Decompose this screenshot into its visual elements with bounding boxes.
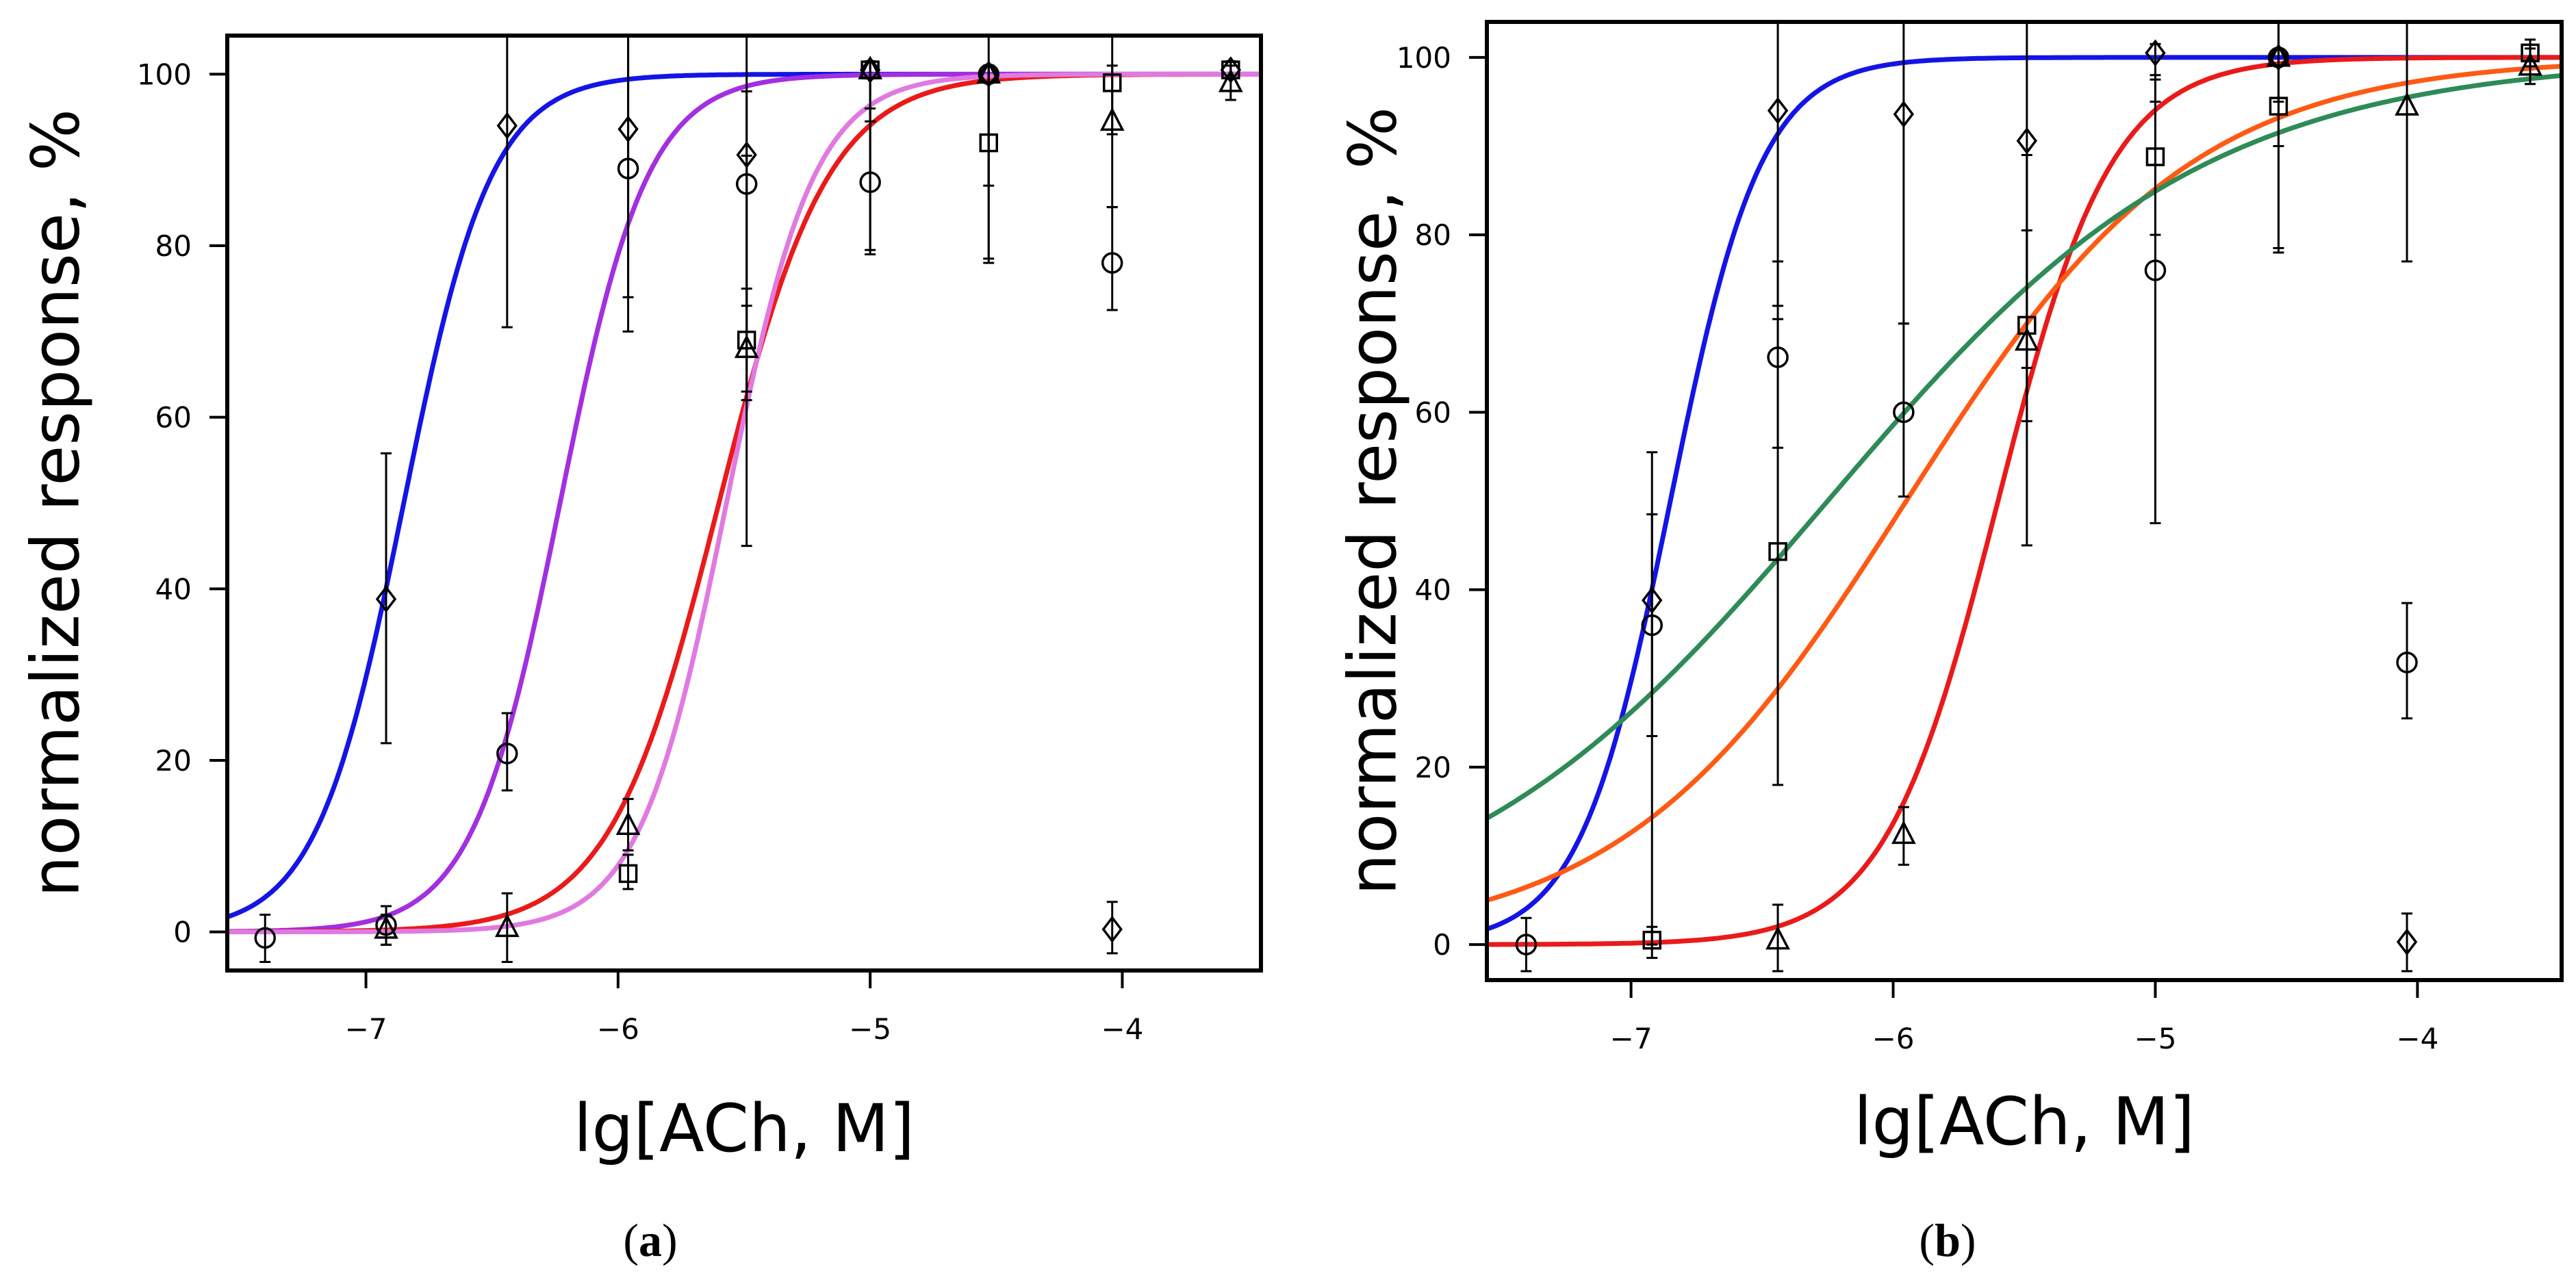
panel-b-fit-curve-orange — [1485, 64, 2562, 903]
panel-b-points — [1515, 21, 2542, 973]
panel-b-x-tick-label: −7 — [1610, 1022, 1653, 1055]
panel-a-label-letter: a — [639, 1214, 662, 1266]
chart-panel-b: −7 −6 −5 −4 0 20 40 60 80 100 lg[ACh, M] normaliz… — [1334, 20, 2564, 1266]
panel-b-y-tick-label: 80 — [1415, 218, 1451, 252]
panel-a-point-violet — [979, 133, 998, 153]
panel-a-plot-frame — [225, 34, 1263, 973]
panel-a-fit-curve-purple — [227, 71, 1261, 934]
panel-b-fit-curve-green — [1485, 73, 2562, 821]
panel-b-point-red — [1765, 925, 1790, 950]
panel-b-x-tick-label: −5 — [2134, 1022, 2177, 1055]
panel-a-x-tick-label: −7 — [345, 1012, 387, 1046]
panel-b-y-tick-label: 100 — [1397, 41, 1451, 75]
panel-b-point-blue — [1767, 97, 1789, 125]
panel-b-point-red — [2395, 92, 2419, 116]
panel-b-point-green — [1767, 346, 1789, 368]
panel-b-label-close: ) — [1961, 1214, 1976, 1266]
panel-a-point-blue — [375, 585, 397, 613]
panel-a-y-tick-label: 60 — [155, 401, 192, 435]
panel-b-label-letter: b — [1935, 1214, 1961, 1266]
panel-b-point-green — [2144, 259, 2167, 281]
panel-a-x-tick-label: −6 — [597, 1012, 639, 1046]
panel-a-y-tick-label: 20 — [155, 744, 192, 777]
panel-b-point-green — [1515, 934, 1538, 955]
panel-b-x-axis-label: lg[ACh, M] — [1854, 1083, 2195, 1160]
panel-a-point-red — [494, 913, 520, 938]
panel-b-y-tick-label: 20 — [1415, 751, 1451, 784]
panel-b-point-red — [2518, 52, 2542, 76]
panel-a-point-red — [1218, 68, 1243, 92]
panel-a-x-axis-label: lg[ACh, M] — [574, 1090, 915, 1167]
panel-a-curves — [226, 71, 1261, 935]
panel-a-point-purple — [496, 743, 518, 764]
panel-b-point-orange — [2521, 43, 2540, 63]
panel-b-point-green — [1641, 614, 1663, 636]
panel-b-point-blue — [2145, 39, 2166, 67]
panel-a-y-tick-label: 40 — [155, 572, 192, 606]
panel-b-fit-curve-red — [1487, 55, 2562, 947]
panel-b-point-red — [1891, 820, 1916, 845]
panel-a-fit-curve-violet — [227, 71, 1261, 935]
panel-a-fit-curve-red — [227, 72, 1261, 934]
panel-a-point-blue — [1101, 915, 1123, 943]
panel-a-y-tick-label: 0 — [173, 916, 192, 949]
panel-a-fit-curve-blue — [226, 71, 1261, 920]
panel-a-y-tick-label: 80 — [155, 229, 192, 263]
panel-a-point-violet — [737, 331, 756, 350]
panel-b-x-tick-label: −6 — [1872, 1022, 1915, 1055]
panel-b-point-green — [1893, 401, 1915, 424]
panel-b-y-tick-label: 40 — [1415, 574, 1451, 607]
panel-a-x-tick-label: −4 — [1101, 1012, 1143, 1046]
panel-a-y-tick-label: 100 — [137, 57, 192, 91]
panel-a-point-purple — [1101, 252, 1123, 274]
panel-b-point-orange — [1768, 542, 1787, 561]
panel-a-label-close: ) — [662, 1214, 678, 1266]
panel-b-plot-frame — [1485, 20, 2564, 982]
panel-b-fit-curve-blue — [1485, 55, 2562, 931]
panel-a-point-purple — [617, 157, 639, 179]
panel-a-point-red — [374, 915, 398, 939]
panel-a-point-red — [615, 811, 641, 835]
panel-a-y-axis-label: normalized response, % — [17, 109, 94, 897]
panel-a-point-violet — [860, 60, 880, 79]
panel-b-point-green — [2267, 47, 2290, 68]
panel-a-label-open: ( — [623, 1214, 639, 1266]
panel-a-ticks: −7 −6 −5 −4 0 20 40 60 80 100 — [137, 57, 1144, 1046]
panel-b-x-tick-label: −4 — [2396, 1022, 2438, 1055]
panel-b-y-tick-label: 60 — [1415, 396, 1451, 429]
panel-a-point-blue — [496, 112, 518, 140]
panel-a-points — [254, 34, 1243, 963]
panel-a-label: (a) — [623, 1214, 677, 1266]
panel-a-point-violet — [1102, 73, 1122, 92]
panel-b-label-open: ( — [1919, 1214, 1935, 1266]
panel-a-point-violet — [1221, 60, 1240, 79]
panel-a-point-purple — [254, 927, 276, 949]
panel-b-label: (b) — [1919, 1214, 1976, 1266]
panel-b-point-orange — [2017, 316, 2037, 335]
panel-a-x-tick-label: −5 — [849, 1012, 891, 1046]
panel-b-y-tick-label: 0 — [1433, 928, 1451, 962]
panel-b-point-blue — [1893, 100, 1915, 128]
panel-b-curves — [1485, 55, 2562, 947]
panel-a-point-purple — [859, 171, 881, 194]
chart-panel-a: −7 −6 −5 −4 0 20 40 60 80 100 lg[ACh, M] normaliz… — [17, 34, 1263, 1266]
panel-b-point-green — [2396, 652, 2418, 673]
panel-a-point-violet — [618, 864, 638, 884]
panel-b-y-axis-label: normalized response, % — [1334, 107, 1411, 895]
panel-b-point-blue — [2396, 928, 2418, 956]
panel-b-point-blue — [2016, 127, 2038, 155]
panel-b-ticks: −7 −6 −5 −4 0 20 40 60 80 100 — [1397, 41, 2439, 1055]
